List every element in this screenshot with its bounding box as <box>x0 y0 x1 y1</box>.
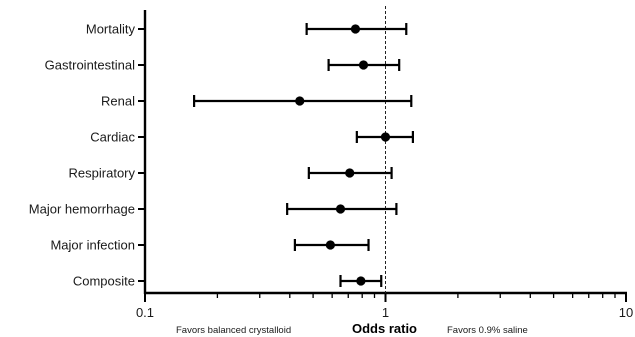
x-axis: 0.1 1 10 <box>136 291 633 320</box>
row-label: Mortality <box>86 22 136 37</box>
point-estimate <box>295 96 305 106</box>
forest-row: Composite <box>73 274 383 289</box>
point-estimate <box>380 132 391 142</box>
row-label: Cardiac <box>90 130 135 145</box>
x-axis-title: Odds ratio <box>352 321 417 336</box>
forest-row: Major infection <box>50 238 370 253</box>
forest-row: Mortality <box>86 22 408 37</box>
row-label: Composite <box>73 274 135 289</box>
row-label: Major hemorrhage <box>29 202 135 217</box>
row-label: Major infection <box>50 238 135 253</box>
forest-row: Respiratory <box>69 166 393 181</box>
row-label: Renal <box>101 94 135 109</box>
point-estimate <box>358 60 369 70</box>
point-estimate <box>356 276 366 286</box>
point-estimate <box>345 168 355 178</box>
x-tick-label: 0.1 <box>136 305 154 320</box>
forest-row: Renal <box>101 94 413 109</box>
row-label: Gastrointestinal <box>45 58 135 73</box>
forest-row: Cardiac <box>90 130 415 145</box>
favors-right-label: Favors 0.9% saline <box>447 325 528 336</box>
x-tick-label: 10 <box>619 305 633 320</box>
point-estimate <box>335 204 346 214</box>
point-estimate <box>325 240 335 250</box>
point-estimate <box>350 24 361 34</box>
forest-rows: Mortality Gastrointestinal Renal Cardiac Res… <box>29 22 415 289</box>
forest-row: Gastrointestinal <box>45 58 401 73</box>
row-label: Respiratory <box>69 166 136 181</box>
x-tick-label: 1 <box>382 305 389 320</box>
favors-left-label: Favors balanced crystalloid <box>176 325 291 336</box>
forest-row: Major hemorrhage <box>29 202 398 217</box>
